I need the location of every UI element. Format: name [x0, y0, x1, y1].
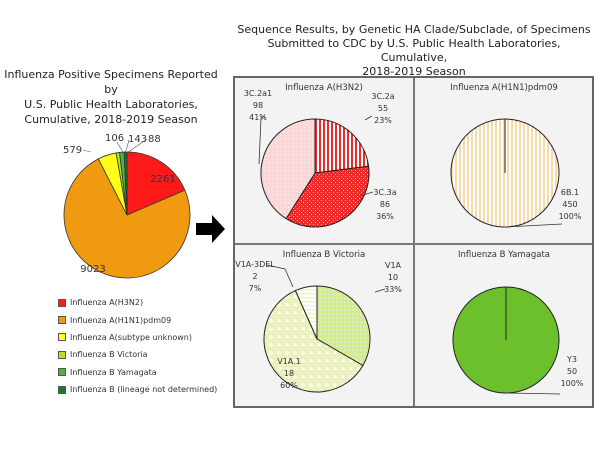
left-title-line: Cumulative, 2018-2019 Season — [24, 113, 198, 126]
legend-label: Influenza A(subtype unknown) — [70, 332, 192, 342]
data-label: 3C.2a — [371, 92, 394, 101]
data-label: 33% — [384, 285, 402, 294]
right-title-line: Sequence Results, by Genetic HA Clade/Su… — [237, 23, 591, 36]
legend-item: Influenza B (lineage not determined) — [58, 381, 217, 398]
data-label: 18 — [284, 369, 294, 378]
pie-slice — [260, 118, 316, 220]
panel-h1n1: Influenza A(H1N1)pdm09 6B.1 450 100% — [415, 78, 593, 241]
data-label: 106 — [105, 133, 124, 144]
data-label: 100% — [559, 212, 582, 221]
pie-slice — [316, 285, 371, 367]
pie-slice — [294, 285, 318, 340]
data-label: V1A-3DEL — [235, 260, 275, 269]
legend-swatch — [58, 333, 66, 342]
right-chart-title: Sequence Results, by Genetic HA Clade/Su… — [236, 23, 592, 79]
legend-label: Influenza A(H3N2) — [70, 298, 144, 308]
legend-swatch — [58, 368, 66, 377]
data-label: 10 — [388, 273, 398, 282]
pie-slice — [63, 158, 191, 279]
left-title-line: Influenza Positive Specimens Reported by — [4, 68, 218, 96]
pie-slice — [314, 118, 370, 174]
data-label: 3C.2a1 — [244, 89, 272, 98]
legend-item: Influenza B Yamagata — [58, 364, 217, 381]
b-victoria-pie: V1A 10 33% V1A.1 18 60% V1A-3DEL 2 7% — [235, 260, 402, 393]
leader-line — [506, 392, 561, 395]
h3n2-pie: 3C.2a 55 23% 3C.3a 86 36% 3C.2a1 98 41% — [244, 89, 397, 228]
data-label: 143 — [128, 134, 147, 145]
legend-item: Influenza A(H3N2) — [58, 294, 217, 311]
data-label: 36% — [376, 212, 394, 221]
panel-title: Influenza A(H3N2) — [285, 83, 363, 93]
data-label: V1A — [385, 261, 402, 270]
leader-line — [359, 191, 374, 197]
data-label: V1A.1 — [277, 357, 301, 366]
data-label: 60% — [280, 381, 298, 390]
data-label: 579 — [63, 145, 82, 156]
legend-label: Influenza B (lineage not determined) — [70, 385, 218, 395]
pie-slice — [126, 151, 186, 216]
legend-item: Influenza A(H1N1)pdm09 — [58, 311, 217, 328]
leader-line — [82, 149, 92, 153]
legend-item: Influenza A(subtype unknown) — [58, 329, 217, 346]
data-label: 100% — [561, 379, 584, 388]
b-yamagata-pie: Y3 50 100% — [452, 286, 584, 395]
panel-title: Influenza B Yamagata — [457, 250, 551, 260]
panel-b-victoria: Influenza B Victoria V1A 10 33% V1A.1 18 60% V… — [235, 245, 413, 408]
data-label: 23% — [374, 116, 392, 125]
h1n1-pie: 6B.1 450 100% — [450, 118, 582, 228]
vertical-divider — [413, 78, 415, 406]
data-label: 98 — [253, 101, 263, 110]
panel-title: Influenza B Victoria — [282, 250, 366, 260]
data-label: Y3 — [566, 355, 577, 364]
leader-line — [266, 264, 294, 288]
data-label: 2 — [252, 272, 257, 281]
positive-specimens-pie: 2261 9023 579 106 143 88 — [63, 133, 191, 279]
leader-line — [374, 288, 386, 293]
data-label: 9023 — [80, 264, 105, 275]
leader-line — [116, 141, 125, 155]
panel-b-yamagata: Influenza B Yamagata Y3 50 100% — [415, 245, 593, 408]
legend-swatch — [58, 385, 66, 394]
right-arrow-icon — [196, 215, 225, 243]
pie-slice — [285, 165, 370, 228]
leader-line — [364, 115, 373, 121]
data-label: 86 — [380, 200, 390, 209]
data-label: 41% — [249, 113, 267, 122]
panel-h3n2: Influenza A(H3N2) 3C.2a 55 23% 3C.3a 86 36% 3C… — [235, 78, 413, 241]
data-label: 6B.1 — [561, 188, 579, 197]
data-label: 3C.3a — [373, 188, 396, 197]
data-label: 88 — [148, 134, 161, 145]
data-label: 450 — [562, 200, 577, 209]
right-title-line: 2018-2019 Season — [362, 65, 466, 78]
legend: Influenza A(H3N2) Influenza A(H1N1)pdm09 I… — [58, 294, 217, 398]
left-title-line: U.S. Public Health Laboratories, — [24, 98, 198, 111]
leader-line — [258, 115, 266, 165]
data-label: 2261 — [150, 174, 175, 185]
panel-title: Influenza A(H1N1)pdm09 — [450, 83, 558, 93]
data-label: 50 — [567, 367, 577, 376]
right-title-line: Submitted to CDC by U.S. Public Health L… — [267, 37, 561, 64]
leader-line — [126, 138, 148, 154]
legend-swatch — [58, 316, 66, 325]
data-label: 55 — [378, 104, 388, 113]
horizontal-divider — [235, 243, 592, 245]
clade-panels-grid: Influenza A(H3N2) 3C.2a 55 23% 3C.3a 86 36% 3C… — [233, 76, 594, 408]
legend-label: Influenza B Yamagata — [70, 367, 157, 377]
left-chart-title: Influenza Positive Specimens Reported by… — [0, 67, 222, 127]
leader-line — [124, 139, 130, 155]
leader-line — [504, 223, 563, 228]
legend-swatch — [58, 298, 66, 307]
legend-label: Influenza B Victoria — [70, 350, 148, 360]
legend-label: Influenza A(H1N1)pdm09 — [70, 315, 172, 325]
legend-item: Influenza B Victoria — [58, 346, 217, 363]
data-label: 7% — [249, 284, 262, 293]
pie-slice — [263, 289, 364, 393]
legend-swatch — [58, 350, 66, 359]
